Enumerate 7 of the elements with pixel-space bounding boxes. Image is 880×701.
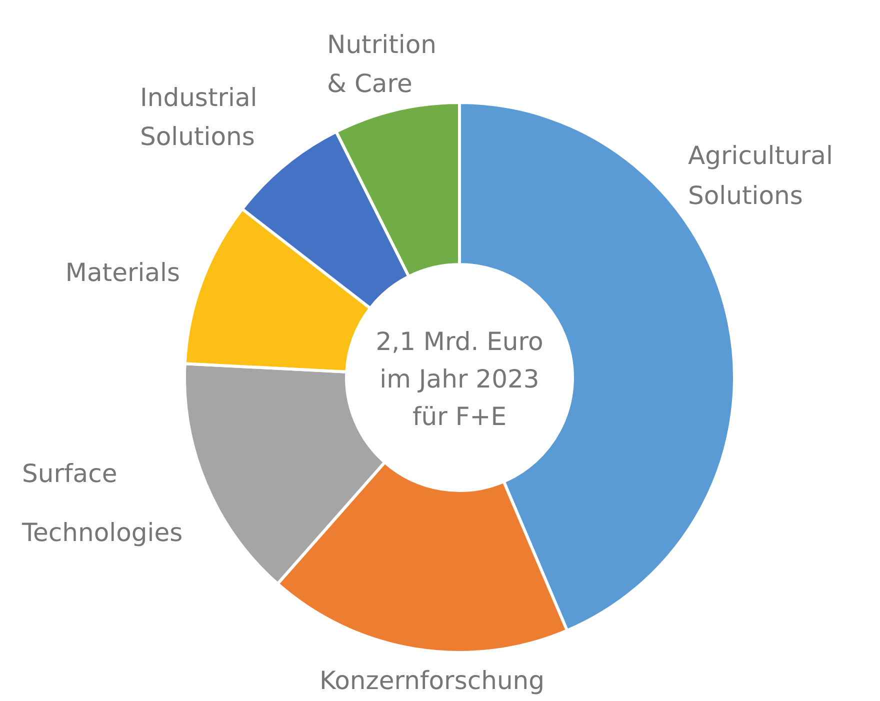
slice-label: Nutrition & Care (327, 30, 436, 98)
text: 2,1 Mrd. Euro im Jahr 2023 für F+E (376, 326, 544, 430)
slice-label: Agricultural Solutions (688, 140, 833, 210)
slice-label: Konzernforschung (319, 666, 545, 694)
slice-label: Materials (65, 258, 180, 286)
slice-label: Industrial Solutions (140, 82, 258, 150)
category-label: Surface Technologies (22, 458, 183, 546)
